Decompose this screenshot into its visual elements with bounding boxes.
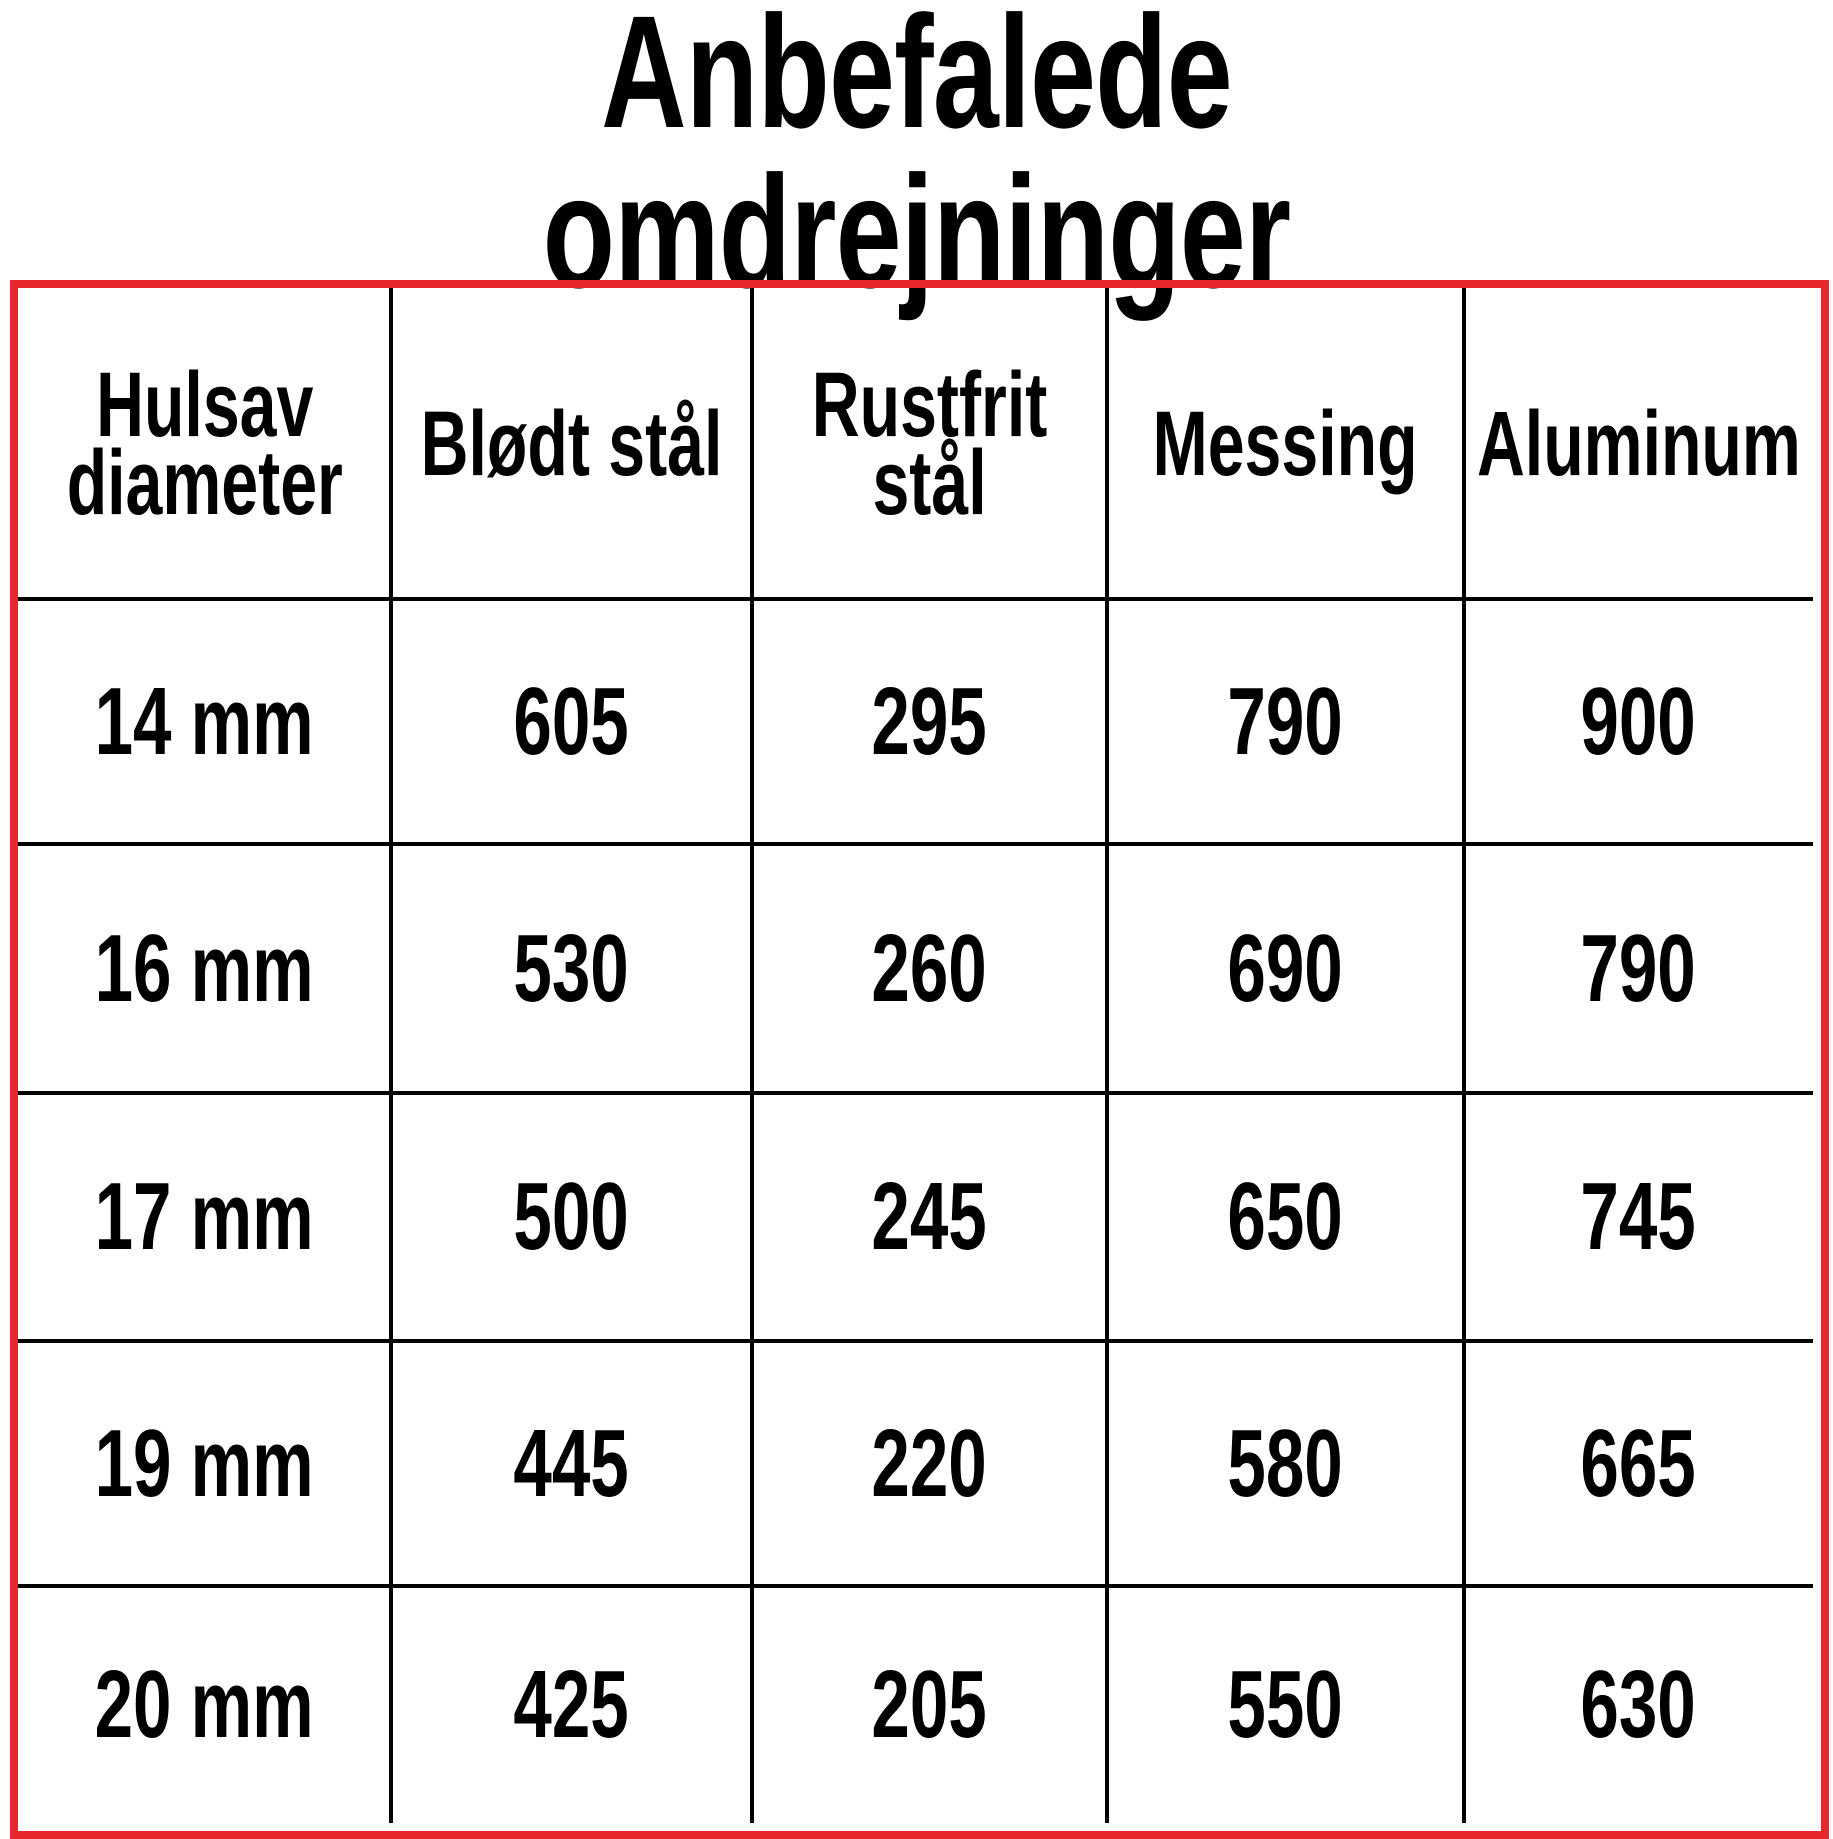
rpm-cell-text: 245 xyxy=(871,1163,988,1270)
header-cell: Rustfrit stål xyxy=(752,288,1107,599)
rpm-cell-text: 605 xyxy=(513,667,630,775)
rpm-cell: 580 xyxy=(1107,1341,1464,1586)
row-divider xyxy=(18,1339,1813,1343)
diameter-cell-text: 16 mm xyxy=(94,914,314,1022)
header-cell: Messing xyxy=(1107,288,1464,599)
rpm-cell-text: 425 xyxy=(513,1650,630,1758)
rpm-cell-text: 220 xyxy=(871,1409,988,1517)
rpm-cell: 260 xyxy=(752,844,1107,1093)
rpm-cell-text: 790 xyxy=(1580,914,1697,1022)
column-divider xyxy=(389,288,393,1823)
rpm-cell: 745 xyxy=(1464,1093,1813,1341)
rpm-cell: 530 xyxy=(391,844,752,1093)
rpm-cell: 790 xyxy=(1107,599,1464,844)
rpm-cell: 220 xyxy=(752,1341,1107,1586)
rpm-cell: 665 xyxy=(1464,1341,1813,1586)
rpm-cell: 295 xyxy=(752,599,1107,844)
rpm-cell-text: 790 xyxy=(1227,667,1344,775)
rpm-cell: 500 xyxy=(391,1093,752,1341)
rpm-cell: 245 xyxy=(752,1093,1107,1341)
header-cell: Aluminum xyxy=(1464,288,1813,599)
header-cell-text: Messing xyxy=(1152,392,1419,495)
rpm-cell: 605 xyxy=(391,599,752,844)
rpm-cell: 550 xyxy=(1107,1586,1464,1823)
rpm-cell: 790 xyxy=(1464,844,1813,1093)
diameter-cell-text: 19 mm xyxy=(94,1409,314,1517)
rpm-cell: 630 xyxy=(1464,1586,1813,1823)
rpm-cell-text: 445 xyxy=(513,1409,630,1517)
rpm-cell: 425 xyxy=(391,1586,752,1823)
rpm-cell-text: 900 xyxy=(1580,667,1697,775)
rpm-cell-text: 580 xyxy=(1227,1409,1344,1517)
diameter-cell: 16 mm xyxy=(18,844,391,1093)
diameter-cell-text: 14 mm xyxy=(94,667,314,775)
header-cell: Blødt stål xyxy=(391,288,752,599)
diameter-cell: 19 mm xyxy=(18,1341,391,1586)
diameter-cell: 17 mm xyxy=(18,1093,391,1341)
rpm-cell: 900 xyxy=(1464,599,1813,844)
row-divider xyxy=(18,1584,1813,1588)
page-title: Anbefalede omdrejninger xyxy=(0,0,1833,312)
column-divider xyxy=(1462,288,1466,1823)
column-divider xyxy=(750,288,754,1823)
rpm-cell: 445 xyxy=(391,1341,752,1586)
rpm-cell-text: 745 xyxy=(1580,1163,1697,1270)
row-divider xyxy=(18,1091,1813,1095)
header-cell-text: Blødt stål xyxy=(420,392,723,495)
rpm-cell-text: 665 xyxy=(1580,1409,1697,1517)
rpm-cell-text: 530 xyxy=(513,914,630,1022)
header-cell-text: Hulsav diameter xyxy=(66,353,343,534)
rpm-cell-text: 260 xyxy=(871,914,988,1022)
rpm-cell-text: 205 xyxy=(871,1650,988,1758)
header-cell: Hulsav diameter xyxy=(18,288,391,599)
header-cell-text: Rustfrit stål xyxy=(811,353,1048,534)
rpm-cell-text: 690 xyxy=(1227,914,1344,1022)
rpm-cell-text: 650 xyxy=(1227,1163,1344,1270)
diameter-cell-text: 17 mm xyxy=(94,1163,314,1270)
rpm-cell: 650 xyxy=(1107,1093,1464,1341)
rpm-cell: 205 xyxy=(752,1586,1107,1823)
row-divider xyxy=(18,842,1813,846)
row-divider xyxy=(18,597,1813,601)
rpm-cell-text: 500 xyxy=(513,1163,630,1270)
diameter-cell-text: 20 mm xyxy=(94,1650,314,1758)
diameter-cell: 14 mm xyxy=(18,599,391,844)
title-text: Anbefalede omdrejninger xyxy=(542,0,1291,321)
rpm-cell-text: 295 xyxy=(871,667,988,775)
header-cell-text: Aluminum xyxy=(1476,392,1801,495)
column-divider xyxy=(1105,288,1109,1823)
rpm-cell-text: 550 xyxy=(1227,1650,1344,1758)
diameter-cell: 20 mm xyxy=(18,1586,391,1823)
rpm-cell-text: 630 xyxy=(1580,1650,1697,1758)
rpm-cell: 690 xyxy=(1107,844,1464,1093)
